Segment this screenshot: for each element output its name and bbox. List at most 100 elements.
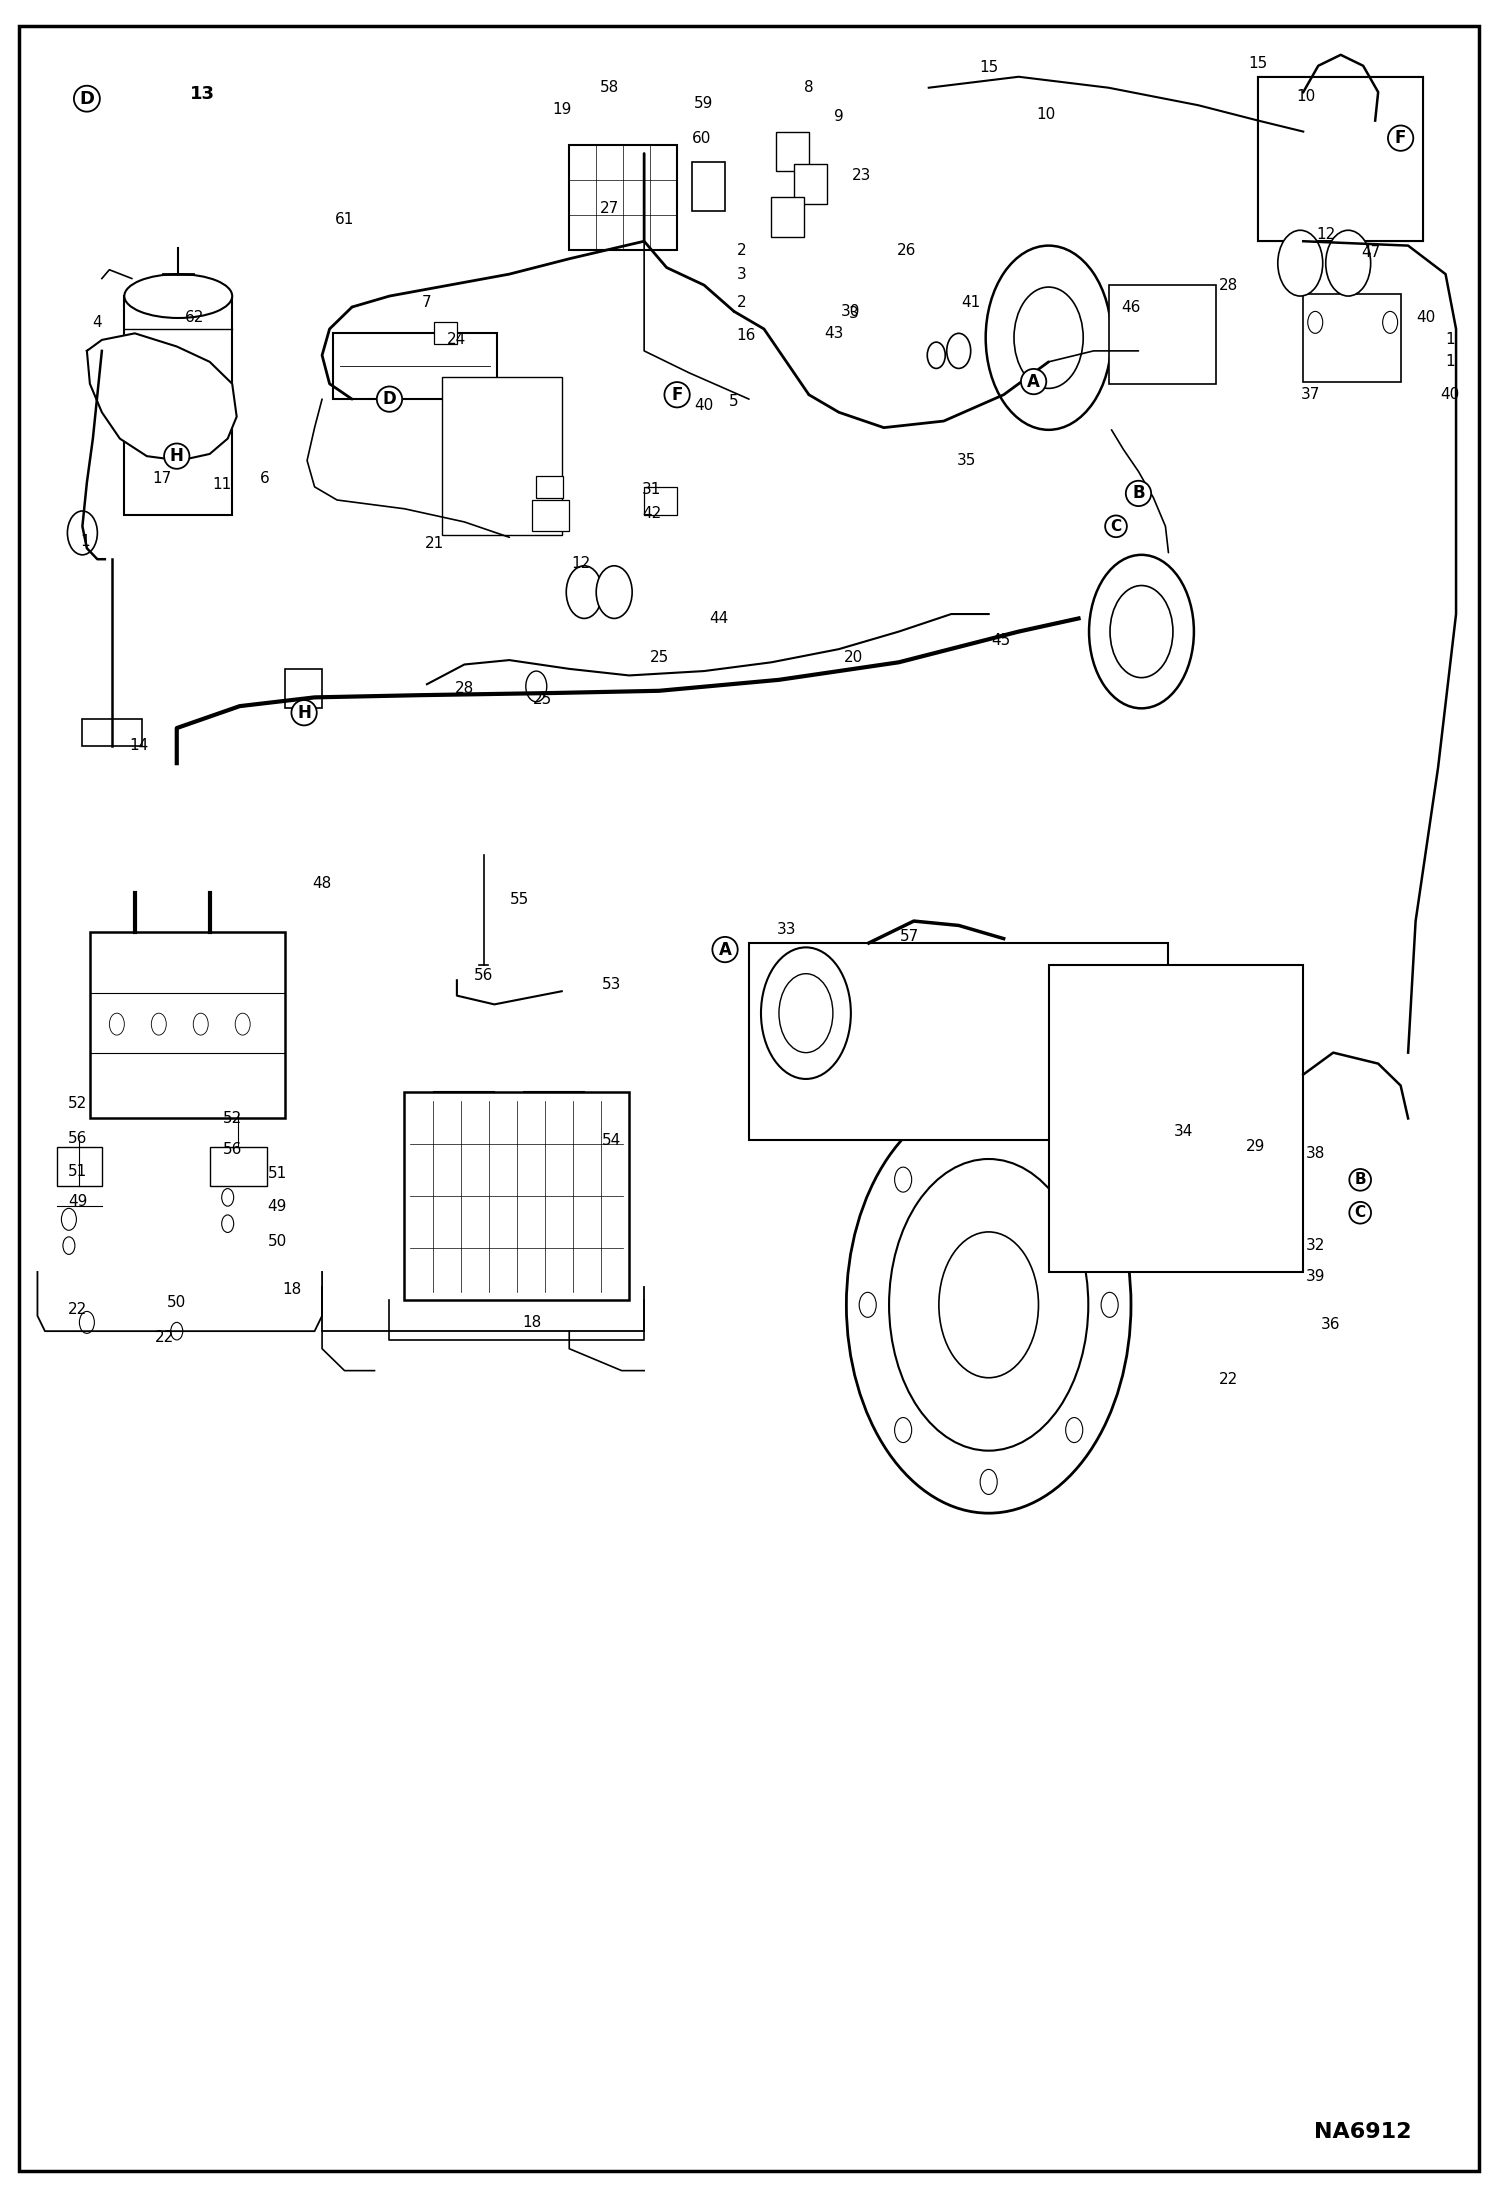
Circle shape [927, 342, 945, 368]
Text: NA6912: NA6912 [1314, 2121, 1413, 2143]
Circle shape [761, 947, 851, 1079]
Text: 59: 59 [695, 96, 713, 110]
Circle shape [939, 1232, 1038, 1377]
Circle shape [894, 1167, 912, 1193]
Circle shape [79, 1311, 94, 1333]
Bar [1303, 294, 1401, 382]
Circle shape [1014, 287, 1083, 388]
Text: 32: 32 [1306, 1239, 1324, 1252]
Text: 43: 43 [825, 327, 843, 340]
Text: 7: 7 [422, 296, 431, 309]
Text: F: F [1395, 129, 1407, 147]
Circle shape [222, 1215, 234, 1232]
Circle shape [1101, 1292, 1118, 1318]
Text: 52: 52 [69, 1096, 87, 1110]
Text: 33: 33 [776, 923, 797, 936]
Text: 48: 48 [313, 877, 331, 890]
Text: 36: 36 [1320, 1318, 1341, 1331]
Polygon shape [87, 333, 237, 461]
Text: F: F [671, 386, 683, 404]
Text: C: C [1354, 1206, 1366, 1219]
Bar [1258, 77, 1423, 241]
Text: 44: 44 [710, 612, 728, 625]
Circle shape [986, 246, 1112, 430]
Text: 25: 25 [650, 651, 668, 664]
Text: 28: 28 [455, 682, 473, 695]
Text: 4: 4 [93, 316, 102, 329]
Text: 25: 25 [533, 693, 551, 706]
Bar [124, 296, 232, 515]
Text: 16: 16 [737, 329, 755, 342]
Text: 3: 3 [849, 307, 858, 320]
Circle shape [566, 566, 602, 618]
Text: 8: 8 [804, 81, 813, 94]
Text: 57: 57 [900, 930, 918, 943]
Text: 23: 23 [852, 169, 870, 182]
Text: 52: 52 [223, 1112, 241, 1125]
Text: 10: 10 [1037, 107, 1055, 121]
Text: 62: 62 [186, 311, 204, 325]
Bar [333, 333, 497, 399]
Text: 1: 1 [1446, 355, 1455, 368]
Circle shape [1326, 230, 1371, 296]
Circle shape [63, 1237, 75, 1254]
Circle shape [890, 1158, 1088, 1452]
Text: B: B [1354, 1173, 1366, 1186]
Bar [442, 377, 562, 535]
Text: 28: 28 [1219, 279, 1237, 292]
Text: 17: 17 [153, 471, 171, 485]
Text: 14: 14 [130, 739, 148, 752]
Text: 55: 55 [511, 893, 529, 906]
Text: 12: 12 [572, 557, 590, 570]
Bar [771, 197, 804, 237]
Text: 11: 11 [213, 478, 231, 491]
Text: 5: 5 [730, 395, 739, 408]
Text: 61: 61 [336, 213, 354, 226]
Circle shape [1308, 311, 1323, 333]
Text: C: C [1110, 520, 1122, 533]
Circle shape [1089, 555, 1194, 708]
Text: 51: 51 [69, 1164, 87, 1178]
Bar [1109, 285, 1216, 384]
Text: 27: 27 [601, 202, 619, 215]
Bar [285, 669, 322, 708]
Text: 22: 22 [156, 1331, 174, 1344]
Text: 53: 53 [602, 978, 620, 991]
Circle shape [846, 1096, 1131, 1513]
Circle shape [235, 1013, 250, 1035]
Text: 10: 10 [1297, 90, 1315, 103]
Text: 3: 3 [737, 268, 746, 281]
Circle shape [1065, 1417, 1083, 1443]
Text: 2: 2 [737, 296, 746, 309]
Text: 9: 9 [834, 110, 843, 123]
Bar [57, 1147, 102, 1186]
Bar [90, 932, 285, 1118]
Text: 47: 47 [1362, 246, 1380, 259]
Text: 15: 15 [1249, 57, 1267, 70]
Text: 54: 54 [602, 1134, 620, 1147]
Text: 21: 21 [425, 537, 443, 550]
Circle shape [193, 1013, 208, 1035]
Circle shape [1383, 311, 1398, 333]
Text: 40: 40 [1417, 311, 1435, 325]
Text: 37: 37 [1302, 388, 1320, 401]
Text: 56: 56 [223, 1143, 241, 1156]
Bar [749, 943, 1168, 1140]
Text: 40: 40 [1441, 388, 1459, 401]
Text: 39: 39 [1305, 1270, 1326, 1283]
Text: 35: 35 [957, 454, 975, 467]
Circle shape [171, 1322, 183, 1340]
Text: 42: 42 [643, 507, 661, 520]
Text: 56: 56 [475, 969, 493, 982]
Circle shape [526, 671, 547, 702]
Text: 49: 49 [69, 1195, 87, 1208]
Text: 2: 2 [737, 243, 746, 257]
Bar [210, 1147, 267, 1186]
Bar [569, 145, 677, 250]
Text: 46: 46 [1122, 300, 1140, 314]
Text: 45: 45 [992, 634, 1010, 647]
Text: 18: 18 [523, 1316, 541, 1329]
Circle shape [779, 974, 833, 1053]
Bar [692, 162, 725, 211]
Circle shape [1278, 230, 1323, 296]
